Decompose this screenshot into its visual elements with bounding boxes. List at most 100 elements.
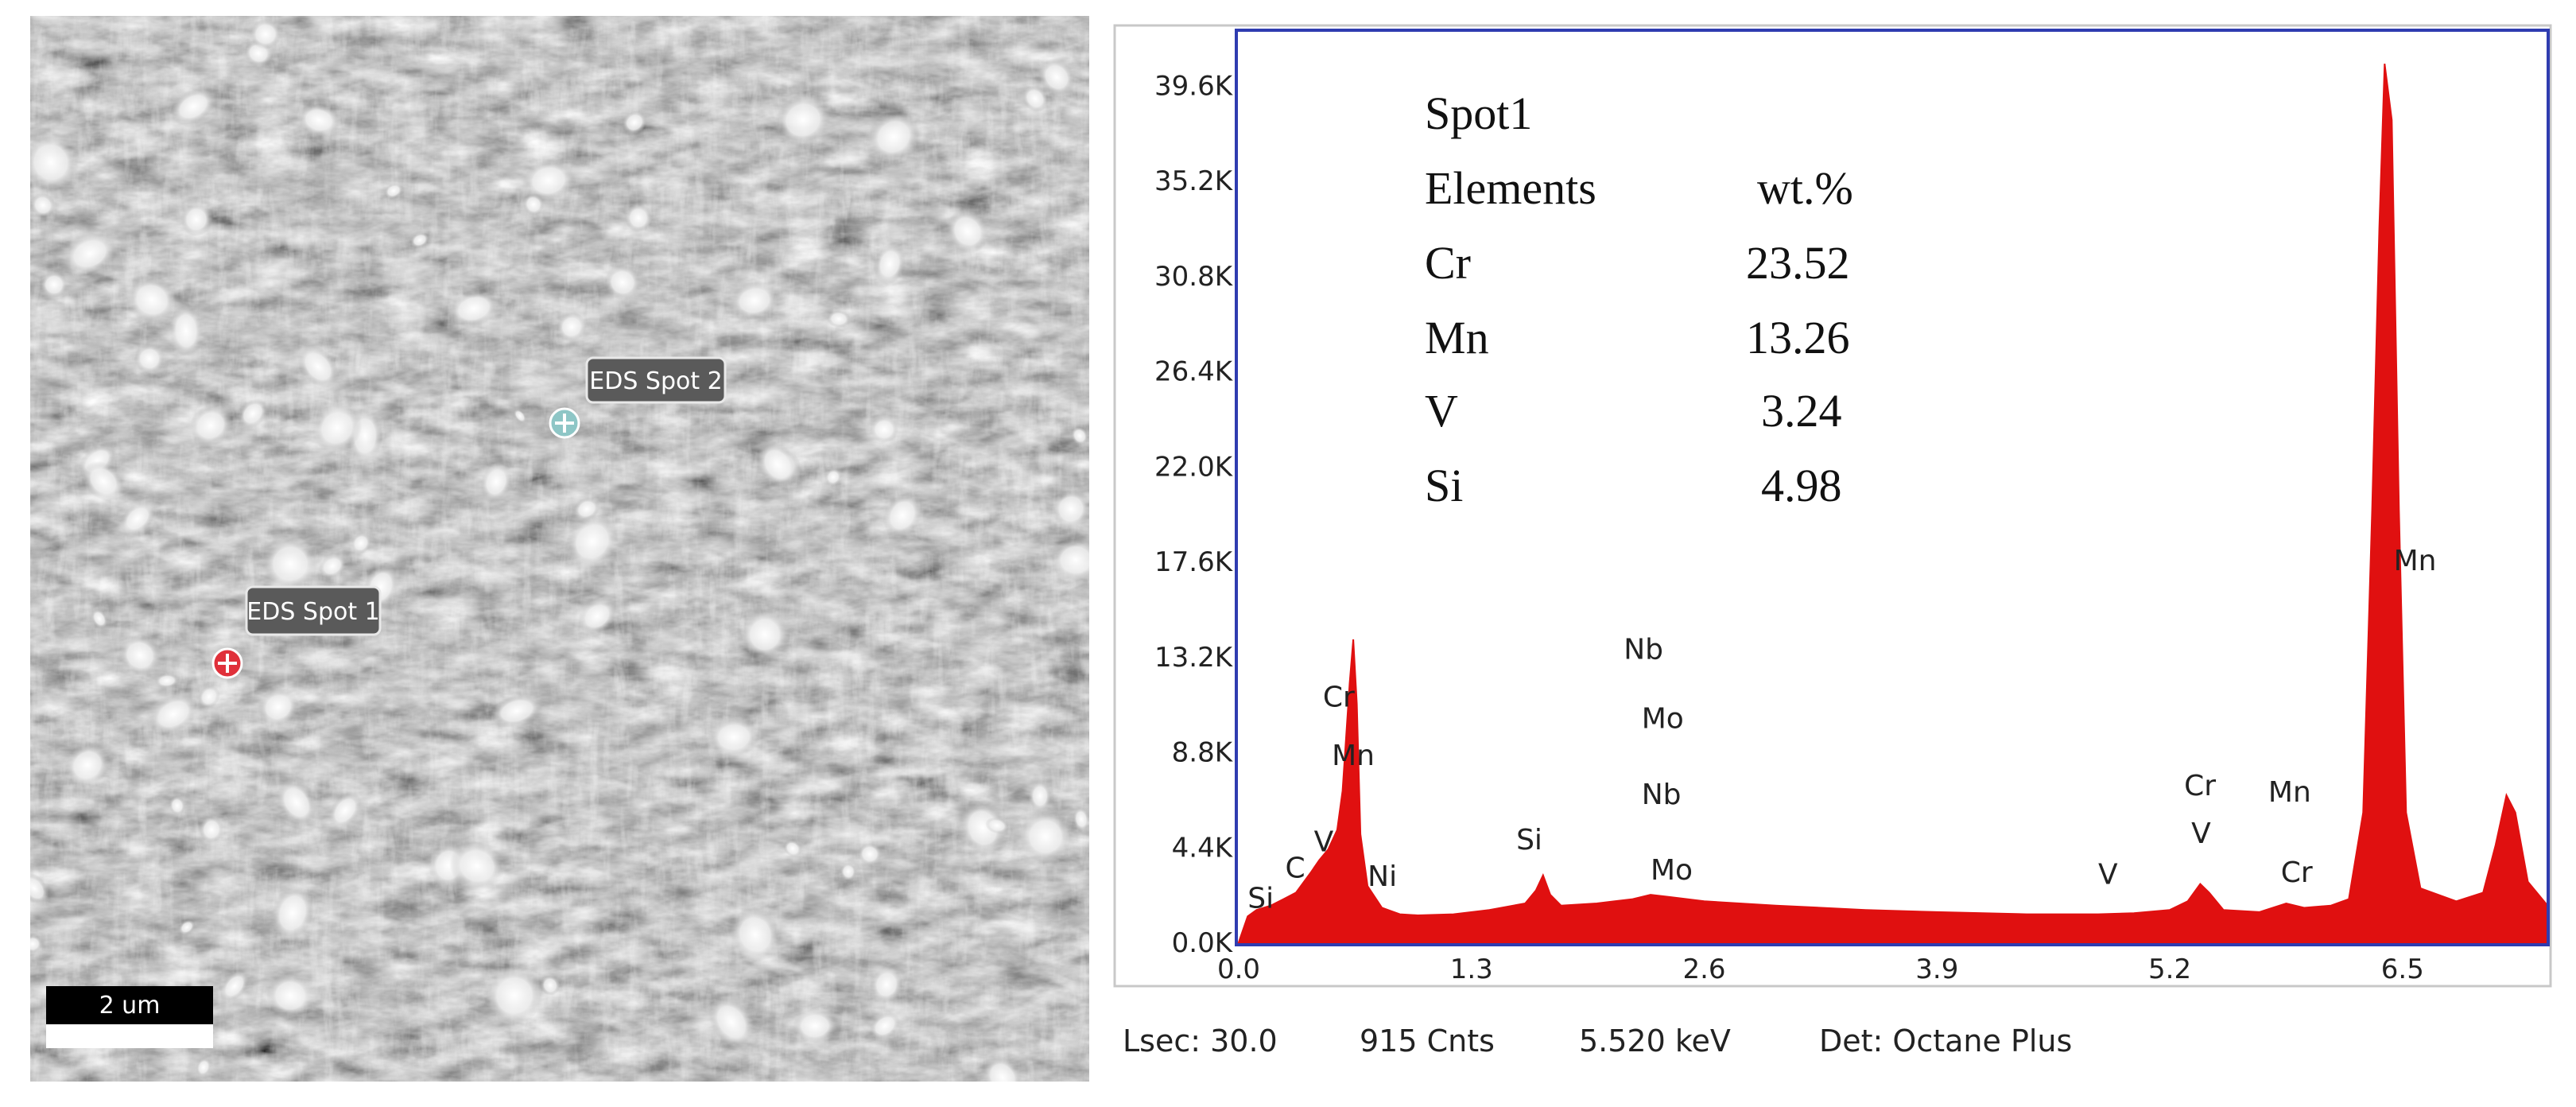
precipitate-particle (1073, 807, 1089, 831)
precipitate-particle (30, 934, 42, 954)
precipitate-particle (155, 673, 179, 689)
precipitate-particle (840, 863, 857, 880)
table-row-value: 3.24 (1761, 385, 1842, 437)
peak-label: Mn (2268, 776, 2311, 809)
precipitate-particle (1038, 58, 1075, 96)
plot-frame (1235, 29, 2550, 946)
precipitate-particle (328, 791, 362, 829)
peak-label: Nb (1624, 633, 1663, 666)
y-tick-label: 35.2K (1154, 165, 1234, 197)
precipitate-particle (708, 717, 759, 758)
precipitate-particle (740, 610, 789, 659)
footer-lsec: Lsec: 30.0 (1123, 1023, 1278, 1058)
peak-label: C (1286, 852, 1305, 884)
precipitate-particle (351, 532, 371, 554)
precipitate-particle (271, 885, 314, 941)
y-tick-label: 22.0K (1154, 451, 1234, 483)
table-row-element: Cr (1425, 237, 1471, 289)
precipitate-particle (514, 409, 526, 423)
precipitate-particle (64, 232, 116, 275)
precipitate-particle (169, 796, 186, 815)
precipitate-particle (983, 1055, 1022, 1082)
precipitate-particle (985, 817, 1009, 834)
precipitate-particle (30, 134, 79, 191)
precipitate-particle (384, 183, 403, 199)
precipitate-particle (449, 841, 505, 891)
precipitate-particle (258, 688, 299, 726)
y-tick-label: 17.6K (1154, 546, 1234, 578)
precipitate-particle (783, 840, 802, 857)
precipitate-particle (149, 693, 198, 735)
spectrum-area (1237, 63, 2547, 943)
precipitate-particle (266, 973, 314, 1019)
composition-table: Spot1 Elements wt.% Cr 23.52 Mn 13.26 V … (1425, 87, 1853, 511)
peak-label: Cr (2281, 856, 2313, 889)
table-row-element: Mn (1425, 312, 1489, 363)
precipitate-particle (171, 88, 215, 125)
precipitate-particle (775, 94, 831, 146)
peak-label: Mn (2394, 545, 2437, 577)
precipitate-particle (238, 398, 268, 429)
peak-label: V (2191, 818, 2211, 850)
peak-label: Ni (1368, 860, 1397, 893)
table-header-element: Elements (1425, 162, 1596, 214)
precipitate-particle (41, 271, 68, 298)
peak-label: Cr (2184, 770, 2216, 802)
precipitate-particle (1022, 85, 1049, 112)
eds-spot-1-label: EDS Spot 1 (245, 585, 382, 636)
precipitate-particle (566, 514, 619, 569)
precipitate-particle (178, 919, 196, 935)
peak-label: V (2098, 859, 2118, 891)
precipitate-particle (883, 493, 922, 538)
scale-bar-label: 2 um (99, 992, 161, 1020)
precipitate-particle (30, 192, 56, 218)
y-tick-label: 30.8K (1154, 261, 1234, 293)
precipitate-particle (1051, 538, 1089, 581)
precipitate-particle (82, 460, 125, 502)
precipitate-particle (262, 536, 318, 592)
precipitate-particle (858, 842, 882, 866)
eds-spectrum-chart: 0.0K 4.4K 8.8K 13.2K 17.6K 22.0K 26.4K 30.8K 35.… (1113, 24, 2552, 1058)
precipitate-particle (276, 779, 317, 825)
precipitate-particle (604, 264, 641, 301)
peak-label: Cr (1323, 681, 1355, 713)
x-tick-label: 2.6 (1682, 954, 1725, 985)
precipitate-particle (180, 203, 213, 236)
precipitate-particle (540, 975, 561, 996)
precipitate-particle (297, 344, 339, 389)
precipitate-particle (557, 312, 587, 342)
precipitate-particle (1071, 426, 1088, 445)
precipitate-particle (827, 309, 851, 328)
precipitate-particle (522, 159, 575, 202)
x-tick-label: 0.0 (1217, 954, 1260, 985)
acquisition-footer: Lsec: 30.0 915 Cnts 5.520 keV Det: Octan… (1123, 1023, 2072, 1058)
precipitate-particle (480, 462, 512, 502)
precipitate-particle (730, 907, 781, 962)
precipitate-particle (91, 608, 108, 629)
precipitate-particle (946, 209, 989, 254)
precipitate-particle (297, 103, 340, 137)
precipitate-particle (448, 290, 499, 327)
precipitate-particle (869, 1012, 901, 1040)
peak-label: V (1314, 826, 1334, 859)
precipitate-particle (491, 693, 543, 728)
peak-label: Si (1247, 882, 1274, 915)
precipitate-particle (134, 344, 165, 374)
precipitate-particle (793, 1008, 837, 1044)
table-row-element: Si (1425, 460, 1463, 511)
table-row-element: V (1425, 385, 1458, 437)
spectrum-layer (1237, 63, 2547, 943)
sem-micrograph: EDS Spot 2 EDS Spot 1 2 um (30, 16, 1089, 1082)
precipitate-particle (870, 966, 903, 1003)
precipitate-particle (30, 872, 49, 905)
x-tick-label: 1.3 (1450, 954, 1493, 985)
precipitate-particle (577, 598, 617, 635)
peak-label: Mo (1642, 703, 1684, 736)
table-row-value: 13.26 (1746, 312, 1850, 363)
precipitate-particle (220, 970, 249, 1002)
y-tick-label: 8.8K (1172, 737, 1234, 769)
precipitate-particle (756, 441, 799, 487)
precipitate-particle (870, 415, 898, 444)
precipitate-particle (1028, 781, 1052, 811)
